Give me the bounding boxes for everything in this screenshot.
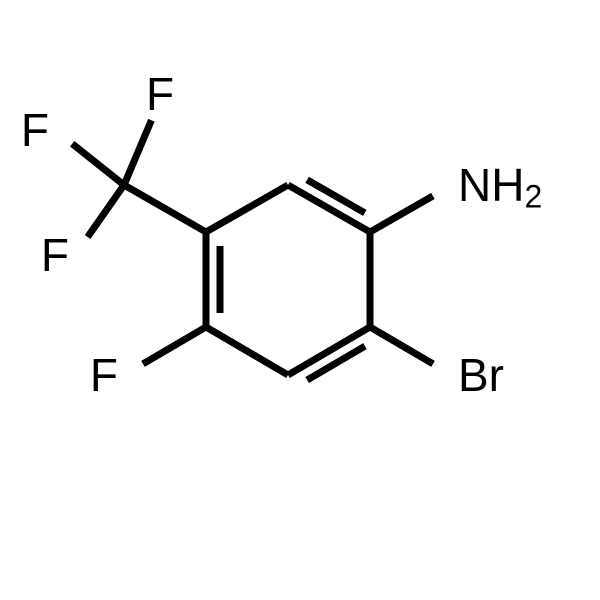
bond — [206, 185, 288, 232]
bond — [88, 185, 124, 237]
atom-label-fA: F — [146, 68, 174, 120]
bond — [370, 196, 433, 232]
bond — [307, 346, 365, 380]
atom-label-br: Br — [458, 349, 504, 401]
bond — [124, 120, 151, 185]
atom-label-fB: F — [21, 104, 49, 156]
molecule-diagram: NH2 Br F F F F — [0, 0, 600, 600]
bond — [206, 327, 288, 375]
bond — [307, 180, 365, 213]
atom-label-f4: F — [90, 349, 118, 401]
bond — [370, 327, 433, 364]
bond — [72, 144, 124, 185]
bond — [124, 185, 206, 232]
atom-label-n: NH2 — [458, 159, 542, 215]
bond — [143, 327, 206, 364]
atom-label-fC: F — [41, 229, 69, 281]
